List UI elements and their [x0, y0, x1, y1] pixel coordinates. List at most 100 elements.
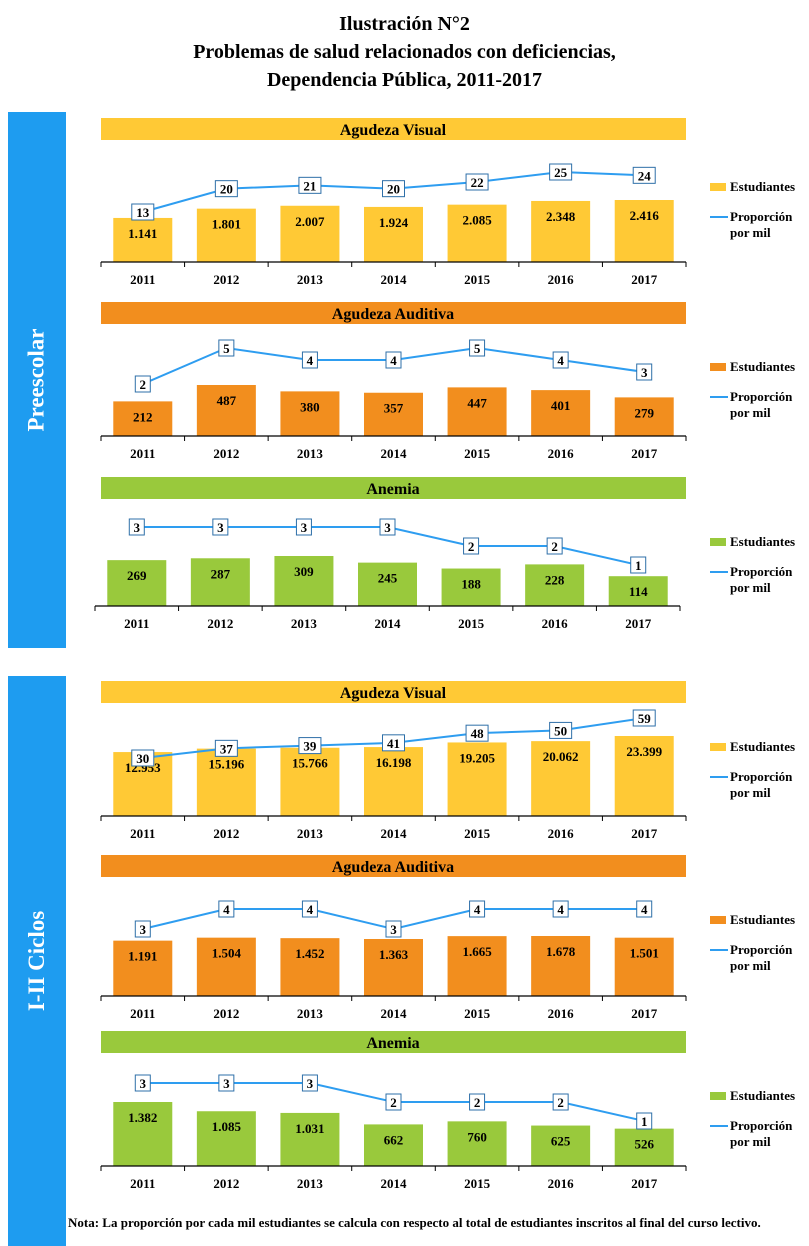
bar-label: 114: [629, 584, 648, 599]
proportion-label: 1: [641, 1114, 648, 1129]
proportion-label-box: [301, 351, 318, 369]
bar-label: 1.382: [128, 1110, 157, 1125]
bar-label: 2.416: [630, 208, 660, 223]
proportion-label-box: [214, 180, 238, 198]
bar: [364, 747, 423, 816]
bar: [447, 204, 507, 262]
bar-label: 287: [211, 566, 231, 581]
bar-label: 309: [294, 564, 314, 579]
x-tick-label: 2017: [631, 826, 658, 841]
bar: [280, 938, 340, 996]
proportion-label: 41: [387, 736, 400, 751]
legend-label-line-1: Proporción: [730, 564, 793, 579]
proportion-label-box: [298, 737, 322, 755]
proportion-label: 1: [635, 558, 642, 573]
proportion-label-box: [131, 749, 155, 767]
x-tick-label: 2015: [464, 826, 491, 841]
bar-label: 15.766: [292, 756, 328, 771]
bar-label: 245: [378, 571, 398, 586]
x-tick-label: 2011: [130, 826, 155, 841]
title-line-3: Dependencia Pública, 2011-2017: [266, 69, 542, 91]
bar-label: 447: [467, 395, 487, 410]
chart-header-title: Anemia: [366, 1035, 419, 1052]
bar: [531, 1125, 591, 1166]
proportion-label: 4: [557, 902, 564, 917]
bar-label: 2.348: [546, 209, 576, 224]
proportion-label-box: [636, 363, 653, 381]
proportion-label: 30: [136, 751, 149, 766]
chart-header-title: Agudeza Visual: [340, 685, 447, 702]
proportion-label-box: [632, 709, 656, 727]
bar: [447, 387, 507, 436]
x-tick-label: 2013: [297, 826, 324, 841]
bar: [113, 217, 173, 262]
x-tick-label: 2012: [213, 446, 239, 461]
x-tick-label: 2015: [464, 1006, 491, 1021]
proportion-label: 4: [390, 353, 397, 368]
x-tick-label: 2014: [381, 272, 408, 287]
proportion-label: 2: [557, 1095, 564, 1110]
proportion-label-box: [632, 166, 656, 184]
x-tick-label: 2016: [548, 1006, 575, 1021]
proportion-label: 2: [140, 377, 147, 392]
x-tick-label: 2014: [381, 1006, 408, 1021]
bar: [364, 392, 423, 436]
legend-label-line-2: por mil: [730, 580, 771, 595]
bar: [190, 558, 250, 606]
proportion-label-box: [465, 173, 489, 191]
bar-label: 662: [384, 1132, 404, 1147]
bar-label: 23.399: [626, 744, 662, 759]
x-tick-label: 2014: [375, 616, 402, 631]
bar-label: 357: [384, 401, 404, 416]
x-tick-label: 2016: [548, 826, 575, 841]
chart-header-band: [101, 1031, 686, 1053]
bar-label: 1.665: [462, 944, 492, 959]
bar-label: 188: [461, 577, 481, 592]
bar: [447, 742, 507, 816]
proportion-label-box: [295, 518, 312, 536]
proportion-label-box: [382, 734, 405, 752]
x-tick-label: 2016: [542, 616, 569, 631]
legend-swatch-bars: [710, 916, 726, 924]
legend-label-bars: Estudiantes: [730, 739, 795, 754]
proportion-label: 25: [554, 165, 568, 180]
bar-label: 1.801: [212, 217, 241, 232]
proportion-label-box: [549, 721, 573, 739]
proportion-label: 5: [223, 341, 230, 356]
bar-label: 1.085: [212, 1119, 242, 1134]
proportion-label: 2: [551, 539, 558, 554]
bar: [531, 390, 591, 436]
x-tick-label: 2012: [213, 272, 239, 287]
x-tick-label: 2013: [297, 446, 324, 461]
proportion-label-box: [298, 176, 322, 194]
proportion-label-box: [218, 900, 235, 918]
proportion-label: 3: [384, 520, 391, 535]
proportion-label-box: [134, 920, 151, 938]
legend-label-line-2: por mil: [730, 225, 771, 240]
x-tick-label: 2017: [625, 616, 652, 631]
proportion-label-box: [379, 518, 396, 536]
legend-label-line-1: Proporción: [730, 1118, 793, 1133]
bar: [107, 560, 167, 606]
title-line-2: Problemas de salud relacionados con defi…: [193, 41, 616, 63]
bar: [113, 1102, 173, 1166]
bar: [531, 200, 591, 262]
proportion-label: 4: [223, 902, 230, 917]
proportion-label: 59: [638, 711, 652, 726]
proportion-label: 20: [220, 182, 233, 197]
proportion-label: 37: [220, 741, 234, 756]
proportion-label: 3: [134, 520, 141, 535]
legend-label-line-1: Proporción: [730, 209, 793, 224]
bar-label: 279: [634, 405, 654, 420]
proportion-label-box: [549, 163, 573, 181]
bar: [113, 401, 173, 436]
x-tick-label: 2017: [631, 272, 658, 287]
proportion-label-box: [469, 339, 486, 357]
x-tick-label: 2016: [548, 446, 575, 461]
proportion-label: 3: [140, 922, 147, 937]
x-tick-label: 2015: [464, 272, 491, 287]
proportion-label-box: [385, 1093, 402, 1111]
proportion-label: 3: [223, 1076, 230, 1091]
proportion-label-box: [469, 1093, 486, 1111]
